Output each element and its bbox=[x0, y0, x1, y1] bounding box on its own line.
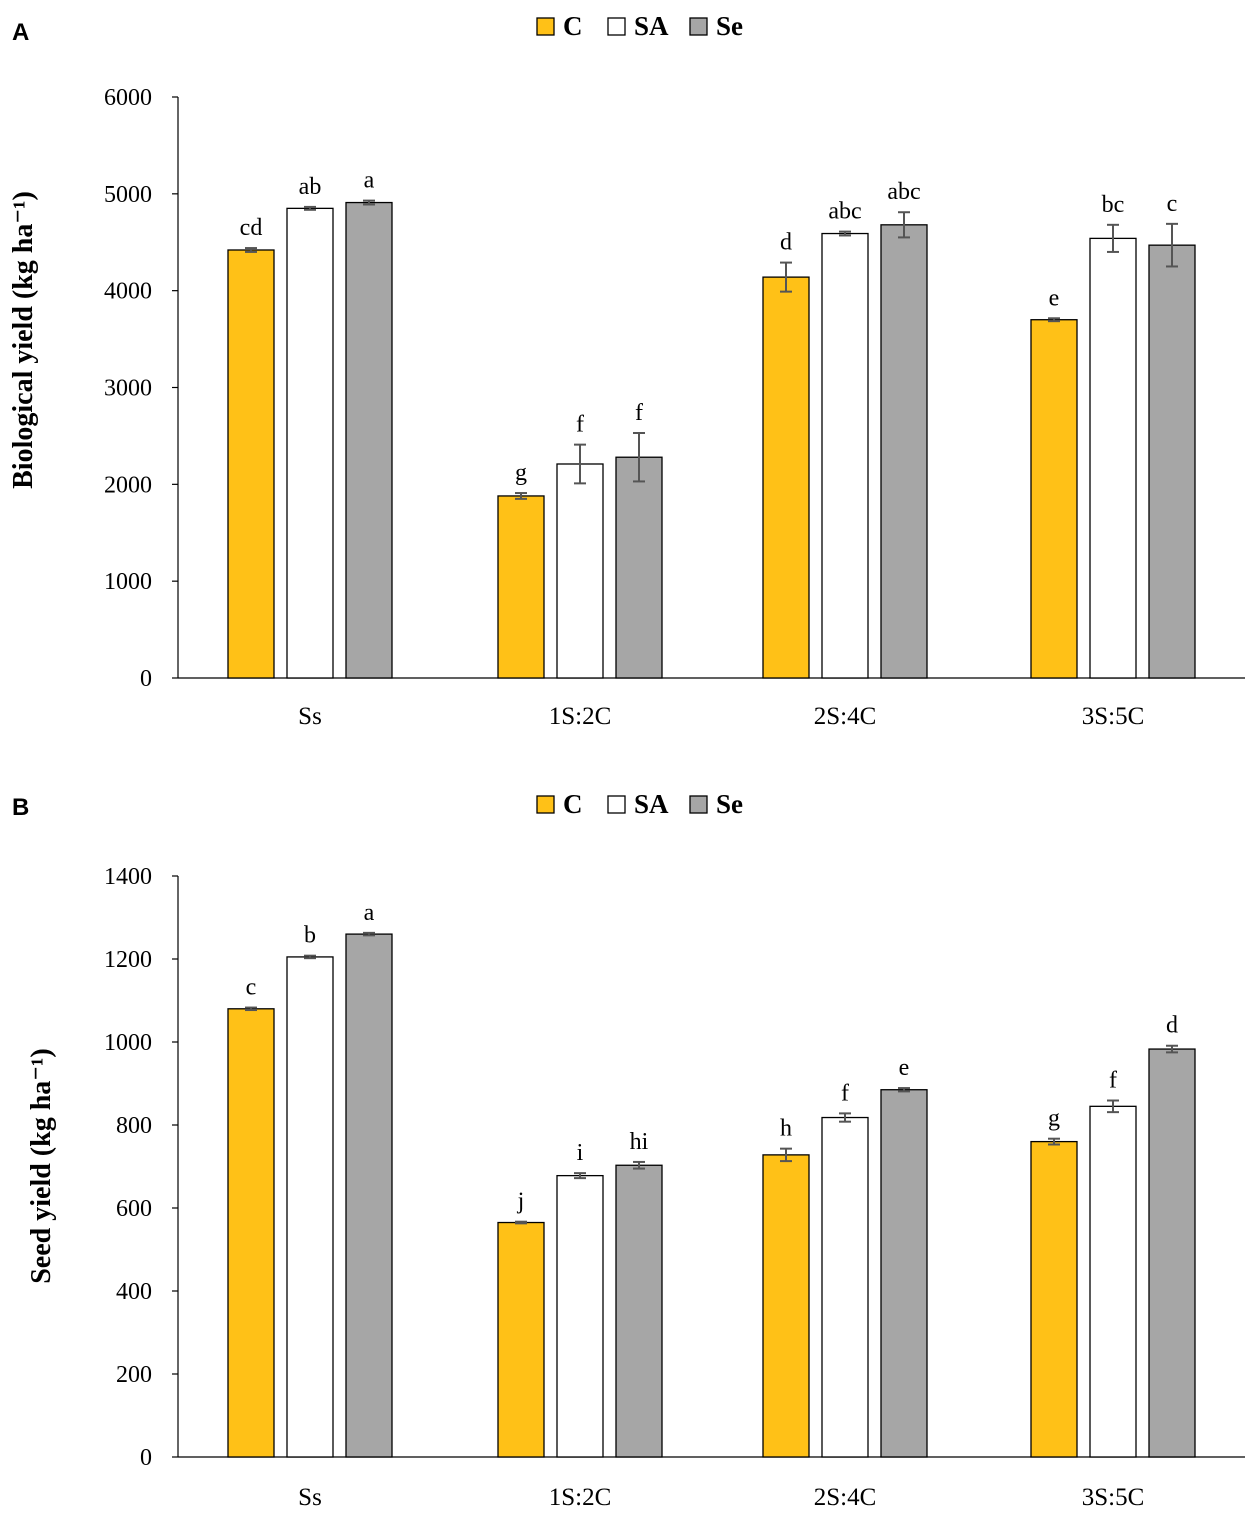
y-tick-label: 6000 bbox=[104, 85, 152, 111]
y-tick-label: 5000 bbox=[104, 182, 152, 208]
significance-letter: abc bbox=[887, 179, 920, 205]
bar-c bbox=[762, 1154, 810, 1458]
y-axis-title: Seed yield (kg ha⁻¹) bbox=[26, 1048, 57, 1284]
y-tick-label: 800 bbox=[116, 1113, 152, 1139]
bar-c bbox=[497, 495, 545, 679]
y-tick-label: 1000 bbox=[104, 1030, 152, 1056]
x-category-label: 1S:2C bbox=[549, 703, 612, 730]
significance-letter: a bbox=[364, 900, 375, 926]
y-tick-label: 4000 bbox=[104, 279, 152, 305]
significance-letter: f bbox=[635, 400, 643, 426]
y-tick-label: 600 bbox=[116, 1196, 152, 1222]
significance-letter: f bbox=[841, 1080, 849, 1106]
significance-letter: bc bbox=[1102, 192, 1125, 218]
legend-swatch bbox=[536, 17, 555, 36]
bar-sa bbox=[1089, 1105, 1137, 1458]
x-category-label: 3S:5C bbox=[1082, 703, 1145, 730]
bar-sa bbox=[556, 463, 604, 679]
bar-sa bbox=[556, 1174, 604, 1458]
bar-sa bbox=[821, 1116, 869, 1458]
significance-letter: ab bbox=[299, 174, 322, 200]
x-category-label: Ss bbox=[298, 1484, 322, 1511]
panel-a: A C SA Se 0 1000 2000 3000 4000 5000 6000 Biologic… bbox=[8, 11, 1245, 730]
panel-letter: B bbox=[12, 794, 29, 821]
bar-sa bbox=[286, 207, 334, 679]
significance-letter: a bbox=[364, 168, 375, 194]
legend-label: Se bbox=[716, 789, 743, 819]
significance-letter: f bbox=[576, 412, 584, 438]
legend-label: Se bbox=[716, 11, 743, 41]
x-category-label: 2S:4C bbox=[814, 1484, 877, 1511]
y-tick-label: 0 bbox=[140, 666, 152, 692]
legend-label: SA bbox=[634, 789, 669, 819]
x-category-label: 3S:5C bbox=[1082, 1484, 1145, 1511]
panel-letter: A bbox=[12, 19, 29, 46]
y-tick-label: 1400 bbox=[104, 864, 152, 890]
bar-sa bbox=[286, 956, 334, 1458]
bar-se bbox=[880, 224, 928, 679]
significance-letter: cd bbox=[240, 215, 263, 241]
bar-se bbox=[1148, 1048, 1196, 1458]
panel-b: B C SA Se 0 200 400 600 800 1000 1200 1400 Seed yie… bbox=[12, 789, 1245, 1511]
legend-swatch bbox=[607, 17, 626, 36]
bar-se bbox=[615, 1164, 663, 1458]
legend-swatch bbox=[607, 795, 626, 814]
significance-letter: b bbox=[304, 923, 316, 949]
significance-letter: j bbox=[517, 1189, 525, 1215]
bar-se bbox=[345, 933, 393, 1458]
legend-swatch bbox=[689, 17, 708, 36]
y-tick-label: 1000 bbox=[104, 569, 152, 595]
bar-c bbox=[497, 1221, 545, 1458]
bar-se bbox=[615, 456, 663, 679]
bar-c bbox=[1030, 319, 1078, 679]
bar-c bbox=[227, 249, 275, 679]
y-tick-label: 3000 bbox=[104, 376, 152, 402]
bar-se bbox=[880, 1089, 928, 1458]
bar-sa bbox=[1089, 237, 1137, 679]
significance-letter: hi bbox=[630, 1129, 649, 1155]
significance-letter: d bbox=[780, 230, 792, 256]
legend-swatch bbox=[689, 795, 708, 814]
significance-letter: e bbox=[1049, 285, 1060, 311]
significance-letter: i bbox=[577, 1140, 584, 1166]
legend-label: SA bbox=[634, 11, 669, 41]
x-category-label: 2S:4C bbox=[814, 703, 877, 730]
bar-c bbox=[762, 276, 810, 679]
legend-label: C bbox=[563, 789, 583, 819]
significance-letter: f bbox=[1109, 1068, 1117, 1094]
significance-letter: c bbox=[1167, 191, 1178, 217]
y-tick-label: 400 bbox=[116, 1279, 152, 1305]
y-tick-label: 2000 bbox=[104, 472, 152, 498]
y-tick-label: 200 bbox=[116, 1362, 152, 1388]
significance-letter: e bbox=[899, 1055, 910, 1081]
significance-letter: g bbox=[1048, 1106, 1060, 1132]
bar-c bbox=[227, 1008, 275, 1458]
significance-letter: h bbox=[780, 1116, 792, 1142]
significance-letter: abc bbox=[828, 199, 861, 225]
y-tick-label: 1200 bbox=[104, 947, 152, 973]
y-axis-title: Biological yield (kg ha⁻¹) bbox=[8, 191, 39, 489]
y-tick-label: 0 bbox=[140, 1445, 152, 1471]
x-category-label: 1S:2C bbox=[549, 1484, 612, 1511]
significance-letter: d bbox=[1166, 1013, 1178, 1039]
bar-sa bbox=[821, 232, 869, 679]
significance-letter: g bbox=[515, 460, 527, 486]
bar-se bbox=[345, 201, 393, 679]
legend-swatch bbox=[536, 795, 555, 814]
significance-letter: c bbox=[246, 975, 257, 1001]
bar-se bbox=[1148, 244, 1196, 679]
legend-label: C bbox=[563, 11, 583, 41]
bar-c bbox=[1030, 1140, 1078, 1458]
x-category-label: Ss bbox=[298, 703, 322, 730]
